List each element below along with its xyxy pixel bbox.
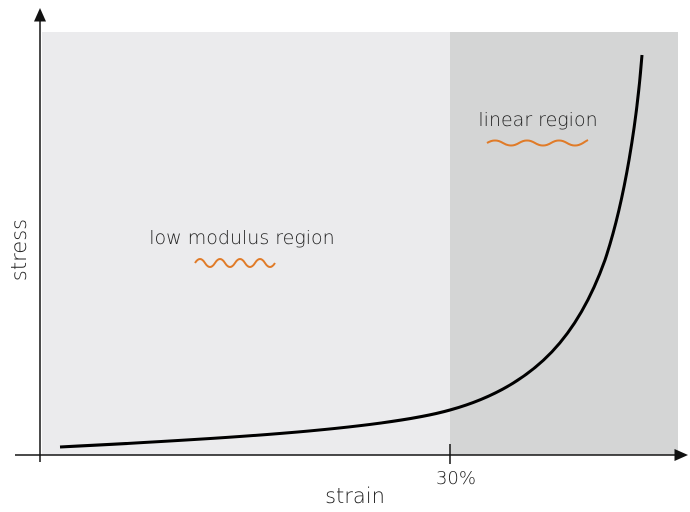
stress-strain-curve — [59, 54, 644, 449]
region-label: low modulus region — [149, 227, 334, 249]
region-label: linear region — [478, 109, 597, 131]
low-modulus-region-bg — [42, 32, 450, 455]
x-axis-label: strain — [325, 484, 385, 508]
y-axis-label: stress — [7, 219, 31, 281]
linear-squiggle — [486, 139, 589, 147]
low-modulus-squiggle — [194, 258, 276, 268]
linear-region-bg — [450, 32, 678, 455]
x-marker-label: 30% — [436, 468, 476, 489]
